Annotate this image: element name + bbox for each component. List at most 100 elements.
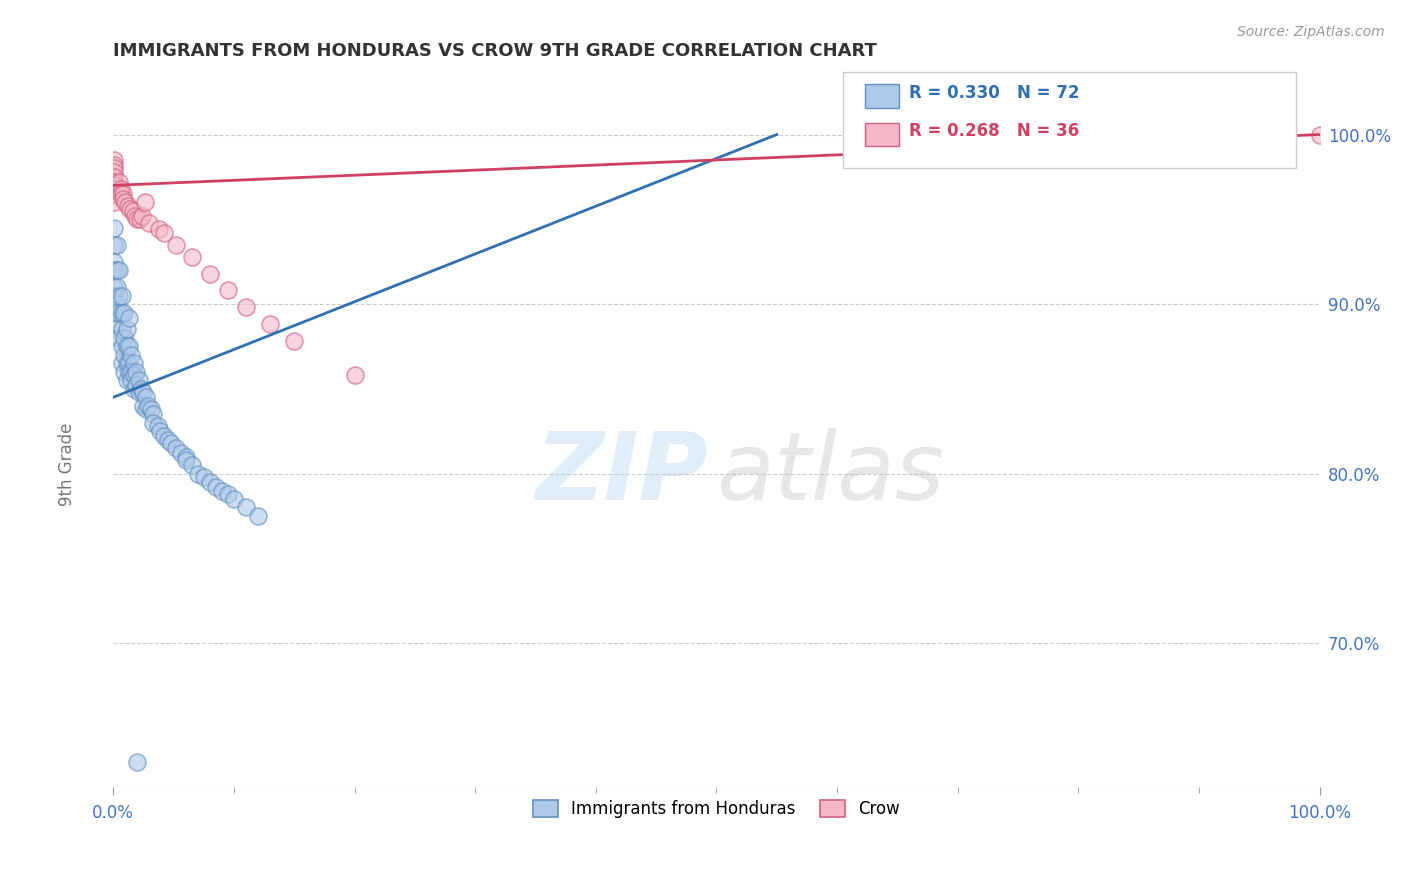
Crow xyxy=(127,212,149,227)
Immigrants from Honduras xyxy=(170,446,193,460)
Text: atlas: atlas xyxy=(717,428,945,519)
Immigrants from Honduras xyxy=(142,416,165,430)
FancyBboxPatch shape xyxy=(865,85,898,108)
Immigrants from Honduras xyxy=(122,382,145,396)
Crow xyxy=(165,237,187,252)
Immigrants from Honduras xyxy=(174,453,197,467)
Immigrants from Honduras xyxy=(111,339,134,353)
Immigrants from Honduras xyxy=(105,237,128,252)
Crow xyxy=(343,368,366,383)
Immigrants from Honduras xyxy=(247,508,270,523)
Immigrants from Honduras xyxy=(105,263,128,277)
Crow xyxy=(110,182,132,196)
Immigrants from Honduras xyxy=(108,331,131,345)
Immigrants from Honduras xyxy=(112,305,135,319)
Immigrants from Honduras xyxy=(153,429,176,443)
Crow xyxy=(103,178,125,193)
Immigrants from Honduras xyxy=(108,288,131,302)
Immigrants from Honduras xyxy=(122,368,145,383)
Immigrants from Honduras xyxy=(146,419,169,434)
FancyBboxPatch shape xyxy=(865,123,898,146)
Crow xyxy=(103,186,125,201)
Crow xyxy=(235,301,257,315)
Immigrants from Honduras xyxy=(217,487,239,501)
Crow xyxy=(283,334,305,349)
Immigrants from Honduras xyxy=(103,237,125,252)
Immigrants from Honduras xyxy=(112,365,135,379)
Immigrants from Honduras xyxy=(108,263,131,277)
Immigrants from Honduras xyxy=(115,373,138,387)
Immigrants from Honduras xyxy=(160,436,183,450)
Immigrants from Honduras xyxy=(128,373,150,387)
Immigrants from Honduras xyxy=(112,348,135,362)
Immigrants from Honduras xyxy=(135,402,157,417)
Text: R = 0.268   N = 36: R = 0.268 N = 36 xyxy=(910,122,1080,140)
Crow xyxy=(117,199,139,213)
Immigrants from Honduras xyxy=(174,450,197,464)
Immigrants from Honduras xyxy=(128,385,150,400)
Immigrants from Honduras xyxy=(118,365,141,379)
Immigrants from Honduras xyxy=(103,254,125,268)
Crow xyxy=(259,318,281,332)
Immigrants from Honduras xyxy=(180,458,202,472)
Immigrants from Honduras xyxy=(156,433,179,447)
Immigrants from Honduras xyxy=(103,220,125,235)
Crow xyxy=(134,195,156,210)
Immigrants from Honduras xyxy=(111,288,134,302)
Text: 9th Grade: 9th Grade xyxy=(59,422,76,506)
Immigrants from Honduras xyxy=(103,305,125,319)
Immigrants from Honduras xyxy=(115,322,138,336)
Immigrants from Honduras xyxy=(222,491,245,506)
Crow xyxy=(148,222,170,236)
Immigrants from Honduras xyxy=(211,483,233,498)
Crow xyxy=(128,212,150,227)
Crow xyxy=(103,169,125,184)
Immigrants from Honduras xyxy=(111,305,134,319)
Immigrants from Honduras xyxy=(103,263,125,277)
Immigrants from Honduras xyxy=(132,385,155,400)
Immigrants from Honduras xyxy=(204,480,226,494)
Immigrants from Honduras xyxy=(115,356,138,370)
Crow xyxy=(198,267,221,281)
Immigrants from Honduras xyxy=(125,378,148,392)
Immigrants from Honduras xyxy=(103,288,125,302)
Immigrants from Honduras xyxy=(198,475,221,489)
Immigrants from Honduras xyxy=(111,356,134,370)
Immigrants from Honduras xyxy=(135,390,157,404)
Immigrants from Honduras xyxy=(120,348,142,362)
Immigrants from Honduras xyxy=(105,297,128,311)
Immigrants from Honduras xyxy=(108,305,131,319)
Crow xyxy=(120,202,142,216)
Immigrants from Honduras xyxy=(187,467,209,481)
Crow xyxy=(103,161,125,176)
Crow xyxy=(153,226,176,240)
Crow xyxy=(103,165,125,179)
Immigrants from Honduras xyxy=(235,500,257,515)
Immigrants from Honduras xyxy=(127,755,149,769)
Immigrants from Honduras xyxy=(136,399,159,413)
Crow xyxy=(138,216,160,230)
Crow xyxy=(110,186,132,201)
Immigrants from Honduras xyxy=(118,356,141,370)
Crow xyxy=(131,209,153,223)
Immigrants from Honduras xyxy=(118,339,141,353)
Crow xyxy=(114,195,136,210)
FancyBboxPatch shape xyxy=(844,71,1295,168)
Crow xyxy=(103,153,125,167)
Crow xyxy=(103,195,125,210)
Immigrants from Honduras xyxy=(132,399,155,413)
Immigrants from Honduras xyxy=(149,424,172,438)
Immigrants from Honduras xyxy=(115,339,138,353)
Crow xyxy=(124,209,146,223)
Text: ZIP: ZIP xyxy=(536,428,709,520)
Crow xyxy=(103,175,125,189)
Immigrants from Honduras xyxy=(118,310,141,325)
Immigrants from Honduras xyxy=(129,382,152,396)
Text: IMMIGRANTS FROM HONDURAS VS CROW 9TH GRADE CORRELATION CHART: IMMIGRANTS FROM HONDURAS VS CROW 9TH GRA… xyxy=(114,42,877,60)
Crow xyxy=(1309,128,1331,142)
Immigrants from Honduras xyxy=(122,356,145,370)
Crow xyxy=(180,250,202,264)
Crow xyxy=(108,175,131,189)
Immigrants from Honduras xyxy=(120,373,142,387)
Crow xyxy=(111,186,134,201)
